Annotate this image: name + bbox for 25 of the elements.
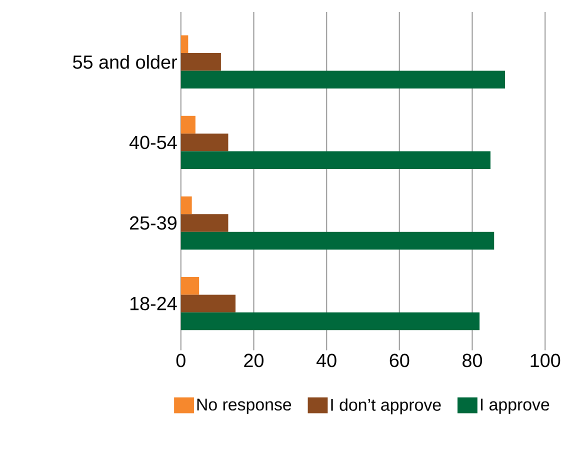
x-tick-label: 100 — [530, 354, 560, 368]
y-tick-label: 55 and older — [73, 55, 178, 69]
y-tick-label: 18-24 — [130, 296, 177, 310]
x-tick-label: 60 — [390, 354, 410, 368]
y-tick-label: 25-39 — [130, 216, 176, 230]
bar — [180, 277, 200, 295]
legend-label: I don’t approve — [331, 398, 441, 414]
bar — [180, 35, 188, 54]
legend-label: No response — [197, 398, 292, 414]
legend-label: I approve — [480, 398, 550, 414]
bar — [180, 214, 228, 232]
x-tick-label: 0 — [176, 354, 186, 368]
bar — [180, 294, 236, 313]
bar — [180, 53, 221, 71]
y-tick-label: 40-54 — [129, 136, 177, 150]
x-tick-label: 40 — [316, 354, 336, 368]
x-tick-label: 20 — [244, 354, 264, 368]
x-tick-label: 80 — [462, 354, 482, 368]
bar — [180, 151, 490, 170]
bar — [180, 196, 192, 214]
bar — [180, 134, 228, 152]
bar — [180, 232, 494, 250]
bar — [180, 116, 196, 134]
bar — [180, 70, 506, 89]
bar — [180, 312, 480, 330]
